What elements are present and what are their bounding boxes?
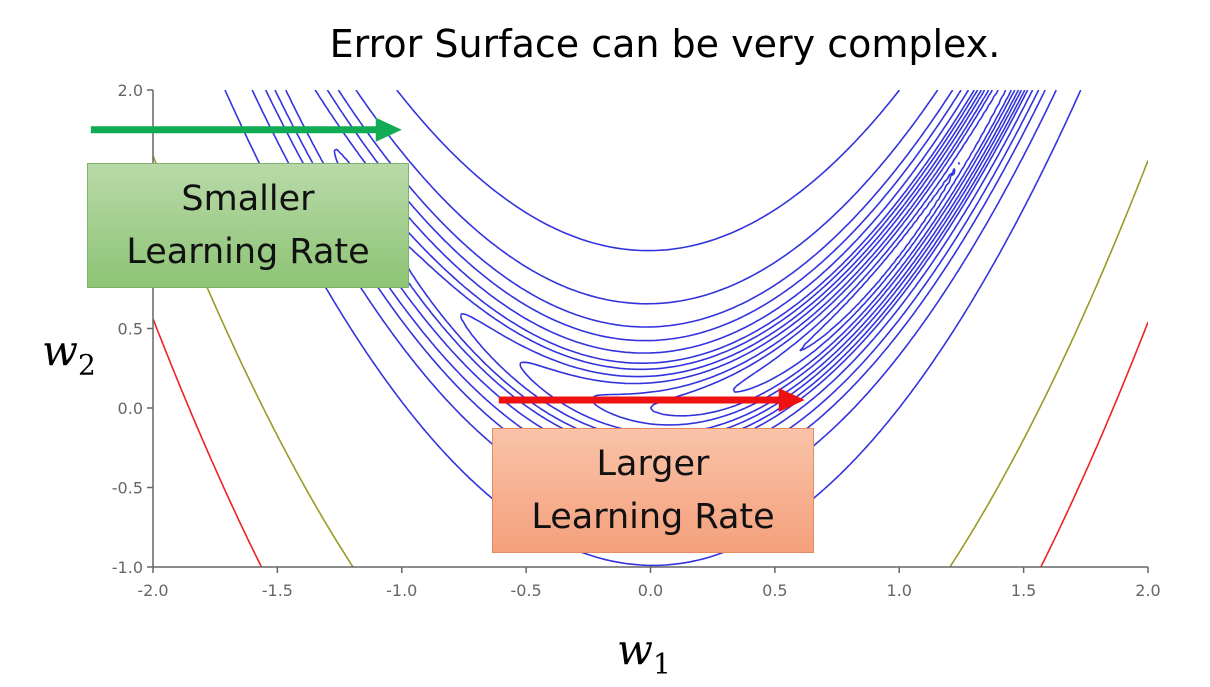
x-tick-label: -1.0 xyxy=(386,581,417,600)
contour-line-5 xyxy=(459,90,1023,441)
smaller-learning-rate-box: Smaller Learning Rate xyxy=(87,163,409,288)
green-arrow-head xyxy=(375,117,402,142)
larger-learning-rate-box: Larger Learning Rate xyxy=(492,428,814,553)
x-tick-label: 1.5 xyxy=(1011,581,1036,600)
x-tick-label: -2.0 xyxy=(137,581,168,600)
x-axis-label: w1 xyxy=(617,625,671,681)
smaller-label-line2: Learning Rate xyxy=(126,231,370,272)
x-tick-label: 0.5 xyxy=(762,581,787,600)
y-tick-label: 0.0 xyxy=(118,399,143,418)
y-tick-label: 2.0 xyxy=(118,81,143,100)
contour-line-red xyxy=(153,318,1148,567)
x-tick-label: -1.5 xyxy=(262,581,293,600)
y-tick-label: -1.0 xyxy=(112,558,143,577)
smaller-label-line1: Smaller xyxy=(181,179,315,219)
contour-line-4 xyxy=(519,90,1020,435)
x-tick-label: 2.0 xyxy=(1135,581,1160,600)
x-tick-label: 0.0 xyxy=(638,581,663,600)
contour-line-3 xyxy=(590,90,1016,426)
chart-title: Error Surface can be very complex. xyxy=(329,22,1001,66)
x-tick-label: 1.0 xyxy=(887,581,912,600)
axes: -2.0 -1.5 -1.0 -0.5 0.0 0.5 1.0 1.5 2.0 -1.0 -0.5 0… xyxy=(112,81,1161,600)
larger-label-line2: Learning Rate xyxy=(531,496,775,537)
larger-label-line1: Larger xyxy=(596,444,710,484)
x-tick-label: -0.5 xyxy=(511,581,542,600)
y-tick-label: -0.5 xyxy=(112,479,143,498)
contour-line-6 xyxy=(392,90,1026,448)
arrows xyxy=(90,117,805,413)
y-axis-label: w2 xyxy=(42,326,96,382)
contour-line-1 xyxy=(732,90,1007,393)
y-tick-label: 0.5 xyxy=(118,320,143,339)
red-arrow-head xyxy=(778,388,805,413)
contour-line-0 xyxy=(799,162,960,352)
